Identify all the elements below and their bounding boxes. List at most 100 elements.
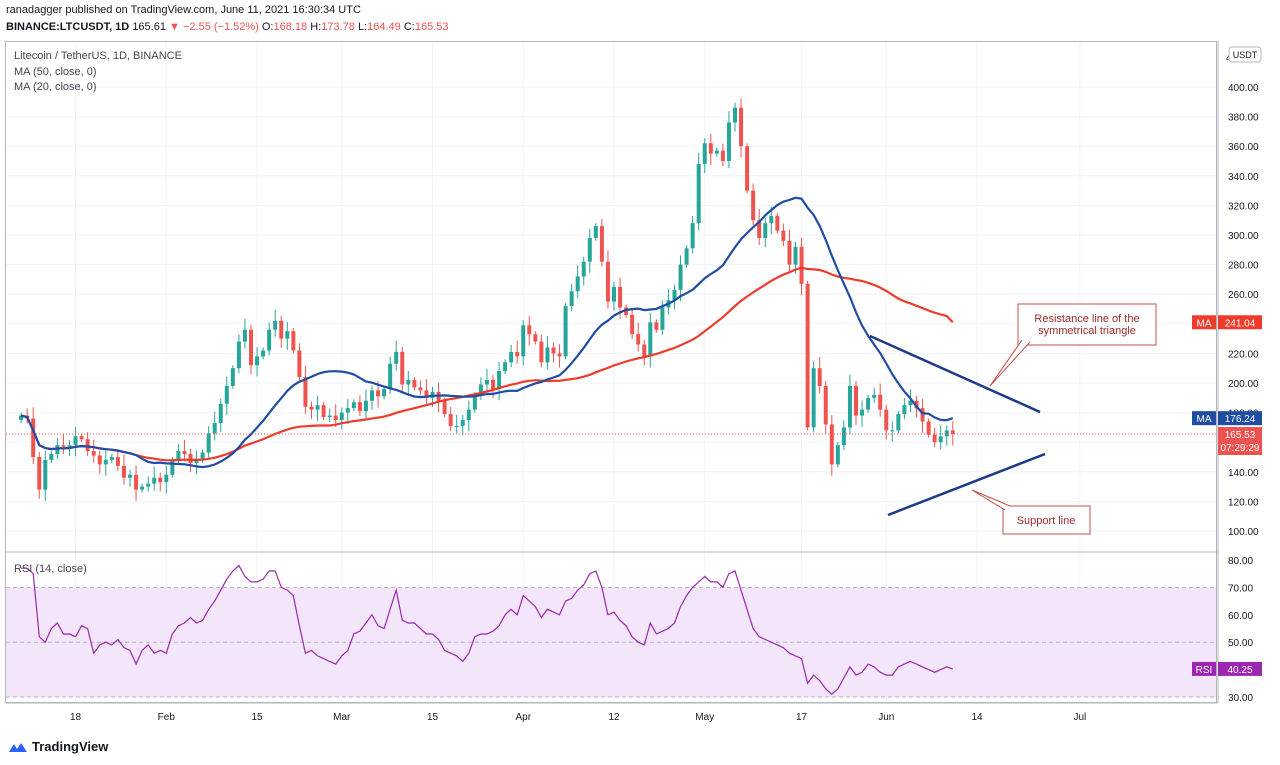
candle-body bbox=[860, 409, 865, 416]
high-label: H: bbox=[310, 21, 322, 33]
close-label: C: bbox=[403, 21, 415, 33]
candle-body bbox=[642, 344, 647, 357]
candle-body bbox=[829, 424, 834, 465]
low-label: L: bbox=[357, 21, 368, 33]
ma20-badge-label: MA bbox=[1197, 414, 1212, 425]
legend-ma20[interactable]: MA (20, close, 0) bbox=[14, 81, 97, 93]
candle-body bbox=[291, 331, 296, 351]
candle-body bbox=[194, 459, 199, 463]
candle-body bbox=[781, 230, 786, 241]
rsi-tick-label: 30.00 bbox=[1228, 693, 1253, 704]
candle-body bbox=[370, 390, 374, 401]
price-tick-label: 300.00 bbox=[1228, 231, 1259, 242]
candle-body bbox=[823, 385, 828, 425]
time-tick-label: 14 bbox=[971, 712, 983, 723]
candle-body bbox=[503, 362, 508, 372]
candle-body bbox=[581, 261, 586, 277]
chart-frame bbox=[5, 41, 1217, 703]
candle-body bbox=[255, 356, 260, 366]
price-tick-label: 340.00 bbox=[1228, 172, 1259, 183]
candle-body bbox=[146, 483, 151, 487]
candle-body bbox=[563, 306, 568, 357]
ma50-badge-value: 241.04 bbox=[1225, 318, 1256, 329]
candle-body bbox=[799, 246, 804, 284]
candle-body bbox=[793, 246, 798, 265]
candle-body bbox=[273, 320, 278, 330]
time-tick-label: Feb bbox=[158, 712, 176, 723]
candle-body bbox=[224, 385, 229, 404]
candle-body bbox=[61, 445, 66, 447]
candle-body bbox=[509, 351, 514, 363]
resistance-callout-text: symmetrical triangle bbox=[1038, 325, 1136, 337]
candles bbox=[19, 98, 955, 501]
candle-body bbox=[261, 350, 266, 357]
ma20-badge-value: 176.24 bbox=[1225, 414, 1256, 425]
candle-body bbox=[357, 402, 362, 412]
candle-body bbox=[847, 385, 852, 428]
ma50-badge-label-box bbox=[1192, 315, 1216, 330]
candle-body bbox=[884, 409, 889, 431]
legend-rsi[interactable]: RSI (14, close) bbox=[14, 563, 87, 575]
candle-body bbox=[726, 122, 731, 161]
candle-body bbox=[745, 146, 750, 191]
candle-body bbox=[339, 412, 344, 420]
price-tick-label: 220.00 bbox=[1228, 349, 1259, 360]
rsi-badge-value-box bbox=[1218, 661, 1262, 676]
candle-body bbox=[315, 405, 320, 410]
candle-body bbox=[672, 289, 677, 301]
rsi-tick-label: 60.00 bbox=[1228, 611, 1253, 622]
price-tick-label: 200.00 bbox=[1228, 379, 1259, 390]
rsi-tick-label: 70.00 bbox=[1228, 583, 1253, 594]
candle-body bbox=[599, 226, 604, 262]
candle-body bbox=[97, 455, 102, 465]
candle-body bbox=[902, 405, 907, 415]
legend-ma50[interactable]: MA (50, close, 0) bbox=[14, 66, 97, 78]
open-label: O: bbox=[261, 21, 274, 33]
candle-body bbox=[654, 322, 659, 330]
candle-body bbox=[388, 363, 393, 389]
candle-body bbox=[176, 451, 181, 460]
candle-body bbox=[303, 377, 308, 407]
footer-brand: TradingView bbox=[32, 739, 109, 754]
candle-body bbox=[539, 341, 544, 363]
candle-body bbox=[49, 454, 54, 460]
candle-body bbox=[43, 459, 48, 490]
resistance-callout-pointer bbox=[989, 339, 1031, 387]
candle-body bbox=[406, 380, 411, 385]
candle-body bbox=[279, 320, 284, 339]
candle-body bbox=[394, 351, 399, 364]
candle-body bbox=[835, 445, 840, 465]
publisher-line: ranadagger published on TradingView.com,… bbox=[6, 4, 361, 16]
high-value: 173.78 bbox=[321, 21, 355, 33]
candle-body bbox=[787, 240, 792, 265]
candle-body bbox=[714, 150, 719, 154]
candle-body bbox=[551, 347, 556, 354]
candle-body bbox=[152, 477, 157, 484]
candle-body bbox=[612, 286, 616, 302]
currency-label: USDT bbox=[1233, 50, 1258, 60]
candle-body bbox=[854, 385, 858, 416]
candle-body bbox=[382, 388, 387, 397]
candle-body bbox=[400, 351, 405, 385]
rsi-badge-value: 40.25 bbox=[1227, 665, 1252, 676]
time-tick-label: Mar bbox=[333, 712, 351, 723]
candle-body bbox=[327, 415, 332, 418]
ma50-badge-label: MA bbox=[1197, 318, 1212, 329]
candle-body bbox=[769, 215, 774, 224]
candle-body bbox=[805, 283, 810, 428]
candle-body bbox=[103, 459, 108, 465]
tradingview-footer[interactable]: TradingView bbox=[8, 739, 108, 754]
candle-body bbox=[605, 261, 610, 302]
candle-body bbox=[920, 408, 925, 422]
candle-body bbox=[19, 415, 24, 420]
candle-body bbox=[158, 477, 163, 483]
candle-body bbox=[376, 390, 381, 397]
candle-body bbox=[775, 215, 780, 231]
candle-body bbox=[212, 422, 217, 434]
candle-body bbox=[37, 457, 42, 490]
candle-body bbox=[720, 150, 725, 161]
candle-body bbox=[624, 307, 629, 315]
time-tick-label: Jun bbox=[878, 712, 894, 723]
time-tick-label: 15 bbox=[251, 712, 263, 723]
